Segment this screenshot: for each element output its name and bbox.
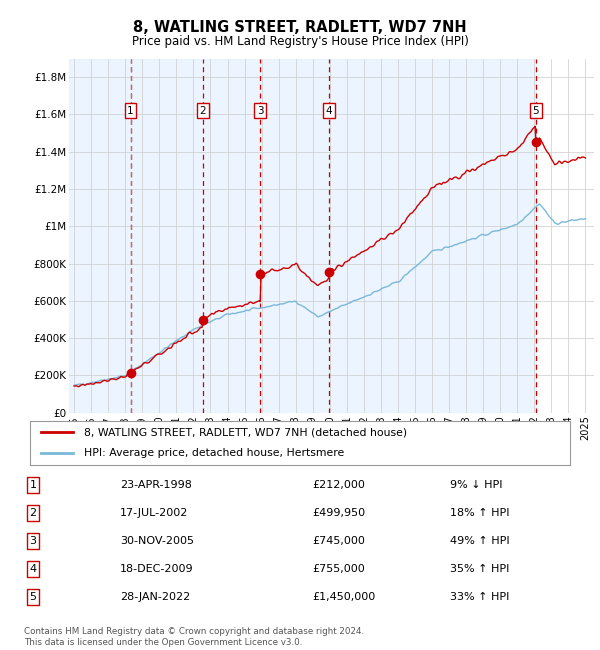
Text: 17-JUL-2002: 17-JUL-2002 xyxy=(120,508,188,518)
Text: 2: 2 xyxy=(199,106,206,116)
Text: 35% ↑ HPI: 35% ↑ HPI xyxy=(450,564,509,574)
Text: 1: 1 xyxy=(29,480,37,490)
Text: 8, WATLING STREET, RADLETT, WD7 7NH (detached house): 8, WATLING STREET, RADLETT, WD7 7NH (det… xyxy=(84,428,407,437)
Text: 4: 4 xyxy=(326,106,332,116)
Text: 33% ↑ HPI: 33% ↑ HPI xyxy=(450,592,509,602)
Text: £212,000: £212,000 xyxy=(312,480,365,490)
Text: £755,000: £755,000 xyxy=(312,564,365,574)
Text: £745,000: £745,000 xyxy=(312,536,365,546)
Text: 3: 3 xyxy=(29,536,37,546)
Text: 18% ↑ HPI: 18% ↑ HPI xyxy=(450,508,509,518)
Text: 8, WATLING STREET, RADLETT, WD7 7NH: 8, WATLING STREET, RADLETT, WD7 7NH xyxy=(133,20,467,36)
Text: Price paid vs. HM Land Registry's House Price Index (HPI): Price paid vs. HM Land Registry's House … xyxy=(131,35,469,48)
Bar xyxy=(69,58,536,413)
Text: 5: 5 xyxy=(29,592,37,602)
Text: 4: 4 xyxy=(29,564,37,574)
Text: 23-APR-1998: 23-APR-1998 xyxy=(120,480,192,490)
Text: 9% ↓ HPI: 9% ↓ HPI xyxy=(450,480,503,490)
Text: 18-DEC-2009: 18-DEC-2009 xyxy=(120,564,194,574)
Text: 3: 3 xyxy=(257,106,263,116)
Text: Contains HM Land Registry data © Crown copyright and database right 2024.
This d: Contains HM Land Registry data © Crown c… xyxy=(24,627,364,647)
Text: 2: 2 xyxy=(29,508,37,518)
Text: HPI: Average price, detached house, Hertsmere: HPI: Average price, detached house, Hert… xyxy=(84,448,344,458)
Text: £1,450,000: £1,450,000 xyxy=(312,592,375,602)
Text: 30-NOV-2005: 30-NOV-2005 xyxy=(120,536,194,546)
Text: 49% ↑ HPI: 49% ↑ HPI xyxy=(450,536,509,546)
Text: 28-JAN-2022: 28-JAN-2022 xyxy=(120,592,190,602)
Text: £499,950: £499,950 xyxy=(312,508,365,518)
Text: 5: 5 xyxy=(532,106,539,116)
Text: 1: 1 xyxy=(127,106,134,116)
